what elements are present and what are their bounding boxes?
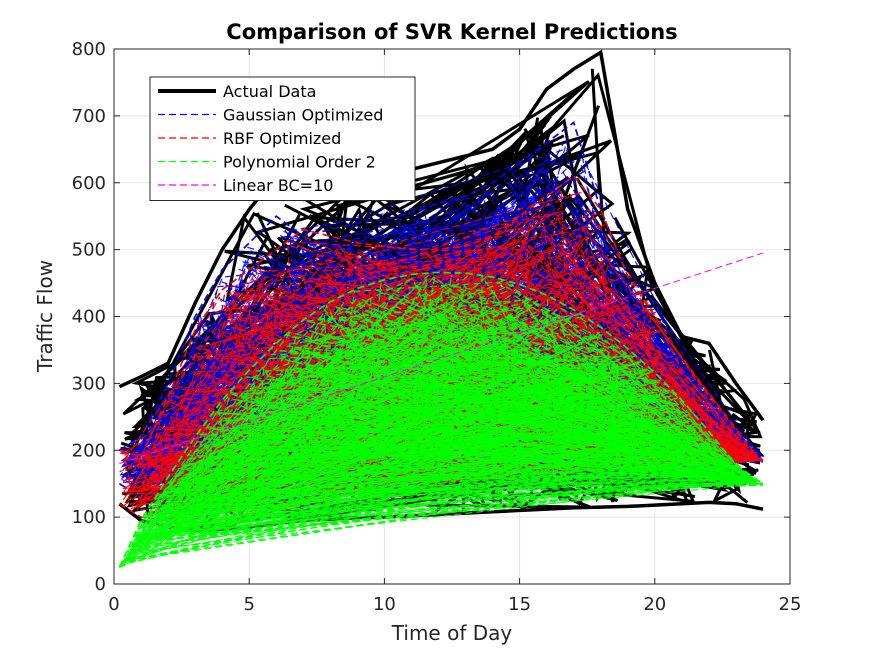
series-trace xyxy=(120,293,650,565)
series-trace xyxy=(142,255,625,516)
series-trace xyxy=(197,297,681,460)
x-tick-label: 0 xyxy=(108,594,119,615)
x-axis-label: Time of Day xyxy=(391,621,513,645)
series-trace xyxy=(220,370,747,519)
series-upper-line xyxy=(118,49,765,422)
series-trace xyxy=(260,289,619,422)
series-upper-line xyxy=(118,271,764,568)
series-trace xyxy=(128,272,632,511)
series-trace xyxy=(132,350,753,552)
series-trace xyxy=(139,200,763,482)
series-trace xyxy=(203,316,747,480)
y-tick-label: 500 xyxy=(72,240,106,261)
series-trace xyxy=(182,366,690,499)
legend: Actual Data Gaussian Optimized RBF Optimiz… xyxy=(149,76,416,201)
series-trace xyxy=(171,355,671,488)
series-trace xyxy=(126,278,580,552)
series-trace xyxy=(136,337,680,538)
series-trace xyxy=(151,229,597,483)
series-trace xyxy=(127,326,729,556)
series-trace xyxy=(122,281,722,479)
series-trace xyxy=(243,345,760,485)
series-trace xyxy=(145,210,734,466)
series-trace xyxy=(146,298,683,518)
series-trace xyxy=(155,352,650,541)
series-trace xyxy=(333,349,735,463)
series-trace xyxy=(225,372,647,480)
series-trace xyxy=(127,399,734,554)
series-trace xyxy=(248,250,758,460)
y-axis-label: Traffic Flow xyxy=(33,260,57,373)
series-trace xyxy=(125,348,576,561)
x-tick-label: 10 xyxy=(373,594,396,615)
series-trace xyxy=(164,380,758,526)
series-trace xyxy=(162,290,636,515)
legend-entry-label: Linear BC=10 xyxy=(223,176,333,195)
series-trace xyxy=(154,299,758,500)
series-trace xyxy=(128,222,697,498)
x-tick-label: 15 xyxy=(508,594,531,615)
series-trace xyxy=(162,398,693,511)
x-tick-label: 25 xyxy=(779,594,802,615)
y-tick-label: 0 xyxy=(95,574,106,595)
series-trace xyxy=(153,230,740,471)
legend-entry-label: RBF Optimized xyxy=(223,129,341,148)
series-upper-line xyxy=(118,121,764,458)
series-trace xyxy=(310,317,754,487)
series-polynomial-order-2 xyxy=(118,271,764,569)
y-tick-label: 300 xyxy=(72,373,106,394)
series-trace xyxy=(125,341,736,557)
series-trace xyxy=(159,299,671,521)
series-trace xyxy=(173,276,695,486)
series-trace xyxy=(160,311,527,497)
series-trace xyxy=(233,298,676,492)
series-trace xyxy=(180,342,659,531)
chart-title: Comparison of SVR Kernel Predictions xyxy=(226,20,677,44)
series-linear-bc-10 xyxy=(119,252,764,465)
x-tick-label: 20 xyxy=(643,594,666,615)
series-line xyxy=(119,252,764,465)
y-tick-label: 600 xyxy=(72,173,106,194)
series-trace xyxy=(202,329,734,500)
series-trace xyxy=(226,334,750,507)
series-trace xyxy=(120,278,687,564)
series-trace xyxy=(165,297,710,486)
y-tick-label: 700 xyxy=(72,106,106,127)
series-trace xyxy=(135,277,697,538)
series-trace xyxy=(130,372,738,545)
series-trace xyxy=(245,346,658,487)
series-trace xyxy=(174,236,754,453)
series-trace xyxy=(134,340,753,554)
tick-labels: 0 5 10 15 20 25 0 100 200 300 400 500 600 700 800 xyxy=(72,39,802,615)
series-trace xyxy=(213,274,608,454)
legend-entry-label: Gaussian Optimized xyxy=(223,106,383,125)
series-trace xyxy=(161,266,758,465)
series-trace xyxy=(152,288,735,505)
x-tick-label: 5 xyxy=(243,594,254,615)
legend-entry-label: Actual Data xyxy=(223,82,316,101)
legend-box xyxy=(149,76,416,201)
series-trace xyxy=(409,374,731,478)
series-upper-line xyxy=(119,174,764,461)
y-tick-label: 100 xyxy=(72,507,106,528)
series-trace xyxy=(188,300,671,520)
legend-entry-label: Polynomial Order 2 xyxy=(223,153,376,172)
y-tick-label: 400 xyxy=(72,307,106,328)
series-trace xyxy=(211,195,762,479)
series-trace xyxy=(120,169,677,484)
y-tick-label: 200 xyxy=(72,440,106,461)
series-trace xyxy=(305,307,759,484)
series-layer xyxy=(118,49,765,569)
axes-frame xyxy=(113,48,791,585)
y-tick-label: 800 xyxy=(72,39,106,60)
series-trace xyxy=(376,289,645,470)
